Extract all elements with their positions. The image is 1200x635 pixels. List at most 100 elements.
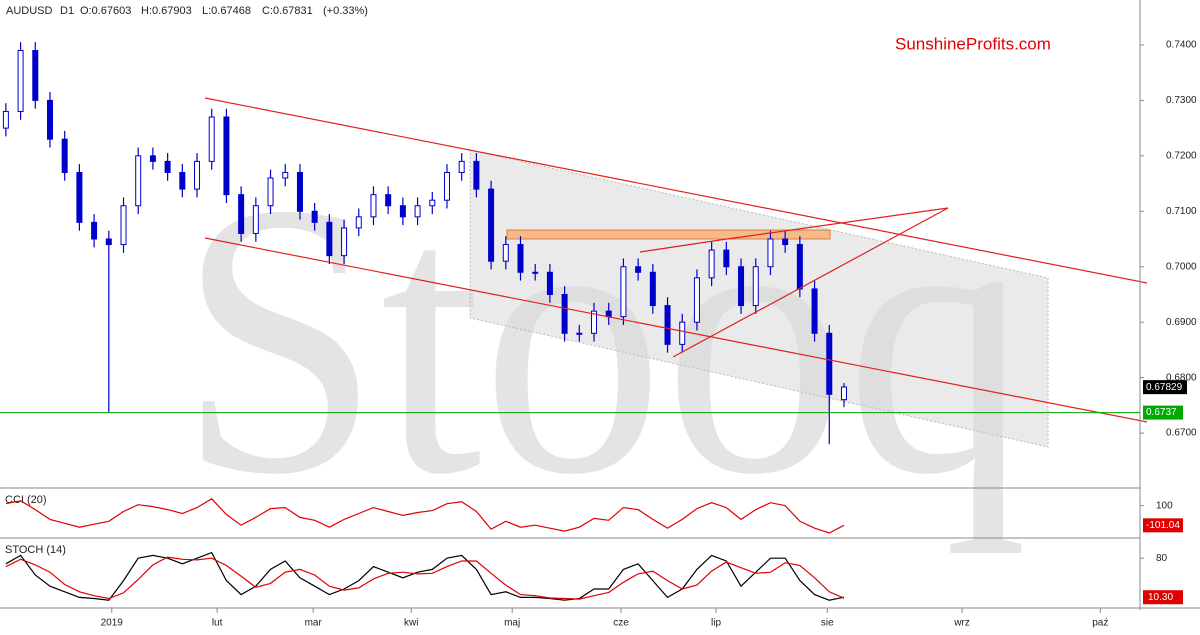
indicator-line <box>5 551 845 601</box>
candle-body <box>811 288 818 334</box>
candle-body <box>561 293 568 334</box>
x-tick-label: lip <box>711 618 721 629</box>
trend-line <box>672 207 949 358</box>
x-tick-label: paź <box>1092 618 1108 629</box>
y-tick-label: 0.6900 <box>1166 317 1197 328</box>
candle-body <box>311 210 318 223</box>
x-tick-label: wrz <box>953 618 970 629</box>
candle-body <box>649 271 656 307</box>
y-tick-label: 0.7400 <box>1166 40 1197 51</box>
candle-body <box>179 171 186 190</box>
candle-body <box>635 266 642 273</box>
candle-body <box>605 310 612 318</box>
candle-body <box>46 99 53 140</box>
channel <box>469 149 1049 448</box>
candle-body <box>282 171 289 179</box>
candle-body <box>105 238 112 246</box>
candle-body <box>326 221 333 257</box>
candle-body <box>355 216 362 229</box>
candle-body <box>488 188 495 262</box>
candle-body <box>546 271 553 295</box>
candle-body <box>782 238 789 246</box>
y-tick-label: 80 <box>1156 553 1168 564</box>
candle-body <box>502 244 509 262</box>
candle-body <box>149 155 156 162</box>
candle-body <box>370 194 377 218</box>
timeframe: D1 <box>60 5 74 17</box>
candle-body <box>208 116 215 162</box>
last-value-label: -101.04 <box>1146 520 1180 531</box>
price-label: 0.67829 <box>1146 382 1183 393</box>
y-tick-label: 0.6800 <box>1166 372 1197 383</box>
x-tick-label: cze <box>613 618 629 629</box>
candle-body <box>296 171 303 212</box>
indicator-line <box>5 556 845 600</box>
candle-body <box>443 171 450 201</box>
x-tick-label: lut <box>212 618 223 629</box>
candle-body <box>341 227 348 257</box>
y-tick-label: 0.7300 <box>1166 95 1197 106</box>
trend-line <box>204 97 1148 284</box>
x-tick-label: maj <box>504 618 520 629</box>
trend-line <box>204 237 1148 423</box>
candle-body <box>267 177 274 207</box>
candle-body <box>429 199 436 207</box>
candle-body <box>61 138 68 173</box>
indicator-title: CCI (20) <box>5 494 47 506</box>
indicator-title: STOCH (14) <box>5 544 66 556</box>
support-label-box <box>1143 405 1183 420</box>
y-tick-label: 0.7000 <box>1166 261 1197 272</box>
y-tick-label: 100 <box>1156 500 1173 511</box>
candle-body <box>32 49 39 101</box>
y-tick-label: 0.6700 <box>1166 428 1197 439</box>
last-value-box <box>1143 590 1183 605</box>
candle-body <box>223 116 230 196</box>
candle-body <box>135 155 142 207</box>
close-label: C:0.67831 <box>262 5 313 17</box>
x-tick-label: mar <box>305 618 323 629</box>
candle-body <box>164 160 171 173</box>
last-value-label: 10.30 <box>1148 592 1173 603</box>
candle-body <box>238 194 245 234</box>
candle-body <box>473 160 480 190</box>
y-tick-label: 0.7100 <box>1166 206 1197 217</box>
candle-body <box>194 160 201 190</box>
x-tick-label: kwi <box>404 618 418 629</box>
x-tick-label: sie <box>821 618 834 629</box>
indicator-line <box>5 498 845 534</box>
change-label: (+0.33%) <box>323 5 368 17</box>
candle-body <box>252 205 259 234</box>
price-label-box <box>1143 380 1187 395</box>
candle-body <box>17 49 24 112</box>
candle-body <box>620 266 627 318</box>
support-label: 0.6737 <box>1146 407 1177 418</box>
resistance-zone <box>506 229 831 240</box>
candle-body <box>91 221 98 240</box>
symbol: AUDUSD <box>6 5 53 17</box>
candle-body <box>840 386 847 401</box>
candle-body <box>752 266 759 307</box>
high-label: H:0.67903 <box>141 5 192 17</box>
candle-body <box>796 244 803 290</box>
last-value-box <box>1143 518 1183 533</box>
candle-body <box>738 266 745 307</box>
candle-body <box>2 110 9 129</box>
candle-body <box>693 277 700 323</box>
candle-body <box>679 321 686 345</box>
candle-body <box>76 171 83 223</box>
brand: SunshineProfits.com <box>895 34 1051 53</box>
candle-body <box>385 194 392 207</box>
low-label: L:0.67468 <box>202 5 251 17</box>
candle-body <box>576 332 583 335</box>
x-tick-label: 2019 <box>101 618 124 629</box>
candle-body <box>708 249 715 279</box>
candle-body <box>458 160 465 173</box>
header: AUDUSD D1 O:0.67603 H:0.67903 L:0.67468 … <box>6 5 368 17</box>
candle-body <box>723 249 730 268</box>
y-tick-label: 0.7200 <box>1166 150 1197 161</box>
candle-body <box>532 271 539 274</box>
open-label: O:0.67603 <box>80 5 131 17</box>
candle-body <box>517 244 524 273</box>
candle-body <box>591 310 598 334</box>
